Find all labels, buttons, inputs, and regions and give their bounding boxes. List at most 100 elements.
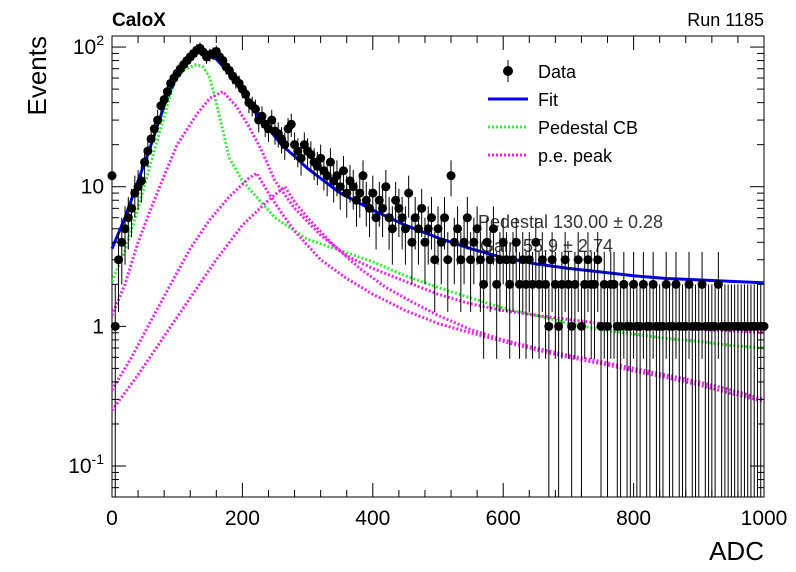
data-point xyxy=(365,203,375,213)
x-tick-label: 1000 xyxy=(741,507,788,530)
data-point xyxy=(544,321,554,331)
data-point xyxy=(554,321,564,331)
y-tick-label: 1 xyxy=(92,315,104,338)
data-point xyxy=(436,237,446,247)
data-point xyxy=(316,153,326,163)
data-points xyxy=(107,42,769,497)
data-point xyxy=(479,279,489,289)
data-point xyxy=(596,321,606,331)
data-point xyxy=(560,255,570,265)
y-tick-label: 10-1 xyxy=(68,451,104,478)
data-point xyxy=(371,213,381,223)
data-point xyxy=(358,171,368,181)
data-point xyxy=(694,321,704,331)
data-point xyxy=(381,182,391,192)
data-point xyxy=(322,171,332,181)
data-point xyxy=(407,237,417,247)
data-point xyxy=(518,255,528,265)
data-point xyxy=(453,224,463,234)
data-point xyxy=(117,237,127,247)
data-point xyxy=(482,237,492,247)
data-point xyxy=(430,255,440,265)
data-point xyxy=(280,140,290,150)
y-tick-label: 10 xyxy=(81,176,104,199)
data-point xyxy=(710,321,720,331)
data-point xyxy=(505,279,515,289)
data-point xyxy=(609,279,619,289)
y-axis-label: Events xyxy=(22,36,52,116)
legend-label: Fit xyxy=(538,90,558,110)
plot-border xyxy=(111,35,765,498)
data-point xyxy=(550,279,560,289)
data-point xyxy=(449,237,459,247)
data-point xyxy=(515,279,524,289)
data-point xyxy=(472,224,482,234)
data-point xyxy=(619,279,629,289)
data-point xyxy=(475,255,485,265)
series-pedestal-cb xyxy=(110,62,765,350)
data-point xyxy=(570,279,580,289)
data-point xyxy=(293,146,303,156)
legend-label: Data xyxy=(538,62,577,82)
fit-annotation-1: Pedestal 130.00 ± 0.28 xyxy=(478,212,663,232)
data-point xyxy=(400,224,410,234)
data-point xyxy=(599,279,609,289)
data-point xyxy=(446,171,456,181)
data-point xyxy=(593,255,603,265)
data-point xyxy=(368,188,378,198)
data-point xyxy=(469,237,479,247)
data-point xyxy=(374,195,384,205)
header-right-label: Run 1185 xyxy=(687,10,764,30)
data-point xyxy=(342,188,352,198)
series-p-e-peak-1 xyxy=(110,89,765,335)
data-point xyxy=(348,182,358,192)
data-point xyxy=(528,279,538,289)
data-point xyxy=(120,224,130,234)
data-point xyxy=(537,255,547,265)
data-point xyxy=(241,89,251,99)
data-point xyxy=(250,104,260,114)
data-point xyxy=(162,87,172,97)
data-point xyxy=(443,255,453,265)
data-point xyxy=(668,321,678,331)
series-p-e-peak-3 xyxy=(110,184,765,412)
data-point xyxy=(495,255,505,265)
data-point xyxy=(616,321,626,331)
data-point xyxy=(459,237,469,247)
data-point xyxy=(681,321,691,331)
data-point xyxy=(456,255,466,265)
data-point xyxy=(391,195,401,205)
data-point xyxy=(583,255,593,265)
data-point xyxy=(501,255,511,265)
x-tick-label: 400 xyxy=(355,507,390,530)
data-point xyxy=(127,203,137,213)
data-point xyxy=(140,157,150,167)
data-point xyxy=(352,195,361,205)
data-point xyxy=(492,279,502,289)
data-point xyxy=(541,279,551,289)
data-point xyxy=(557,279,567,289)
data-point xyxy=(713,279,723,289)
data-point xyxy=(420,237,430,247)
data-point xyxy=(531,237,541,247)
data-point xyxy=(361,195,371,205)
data-point xyxy=(567,321,577,331)
data-point xyxy=(508,255,518,265)
data-point xyxy=(521,279,531,289)
data-point xyxy=(159,95,169,105)
data-point xyxy=(394,203,404,213)
data-point xyxy=(136,176,146,186)
header-left-label: CaloX xyxy=(112,10,166,31)
data-point xyxy=(440,213,450,223)
x-tick-label: 200 xyxy=(225,507,260,530)
data-point xyxy=(306,150,316,160)
data-point xyxy=(404,188,414,198)
data-point xyxy=(466,255,476,265)
data-point xyxy=(511,237,521,247)
series-p-e-peak-2 xyxy=(110,171,765,403)
axes: 0 200 400 600 800 1000 10-1 1 10 102 xyxy=(68,32,787,530)
data-point xyxy=(426,213,436,223)
data-point xyxy=(423,224,433,234)
legend-label: Pedestal CB xyxy=(538,118,638,138)
fit-annotation-2: Gain 55.9 ± 2.74 xyxy=(480,236,613,256)
